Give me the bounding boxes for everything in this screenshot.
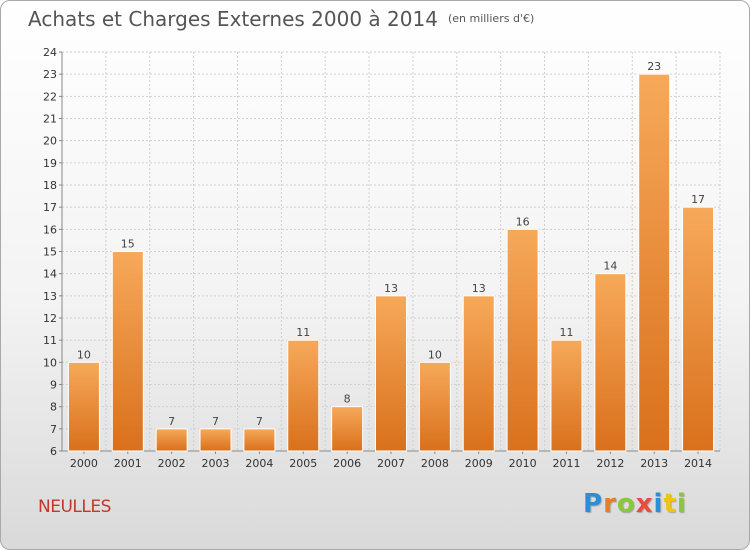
x-tick-label: 2014 <box>684 457 712 470</box>
bar <box>287 339 320 452</box>
bars <box>67 73 715 452</box>
y-tick-label: 8 <box>50 401 57 414</box>
data-label: 10 <box>77 348 91 361</box>
x-tick-label: 2000 <box>70 457 98 470</box>
y-tick-label: 9 <box>50 379 57 392</box>
x-tick-label: 2002 <box>158 457 186 470</box>
logo-letter: r <box>603 489 617 519</box>
y-tick-label: 16 <box>43 223 57 236</box>
y-tick-label: 23 <box>43 68 57 81</box>
x-tick-label: 2006 <box>333 457 361 470</box>
bar <box>418 361 451 452</box>
data-label: 23 <box>647 60 661 73</box>
proxiti-logo: Proxiti <box>583 489 687 519</box>
x-axis: 2000 2001 2002 2003 2004 2005 2006 2007 2008 2009… <box>62 450 720 470</box>
data-label: 7 <box>168 415 175 428</box>
commune-name: NEULLES <box>38 497 111 517</box>
data-label: 8 <box>344 393 351 406</box>
bar <box>550 339 583 452</box>
y-tick-label: 14 <box>43 268 57 281</box>
y-tick-label: 10 <box>43 356 57 369</box>
bar <box>111 251 144 452</box>
y-tick-label: 17 <box>43 201 57 214</box>
data-label: 7 <box>212 415 219 428</box>
x-tick-label: 2001 <box>114 457 142 470</box>
x-tick-label: 2013 <box>640 457 668 470</box>
logo-letter: t <box>663 489 677 519</box>
x-tick-label: 2007 <box>377 457 405 470</box>
y-tick-label: 11 <box>43 334 57 347</box>
data-label: 7 <box>256 415 263 428</box>
bar <box>682 206 715 452</box>
logo-letter: i <box>653 489 664 519</box>
bar <box>199 428 232 452</box>
bar <box>331 406 364 452</box>
data-label: 13 <box>384 282 398 295</box>
y-tick-label: 6 <box>50 445 57 458</box>
x-tick-label: 2009 <box>465 457 493 470</box>
y-tick-label: 21 <box>43 113 57 126</box>
logo-letter: o <box>616 489 636 519</box>
x-tick-label: 2004 <box>245 457 273 470</box>
y-tick-label: 20 <box>43 135 57 148</box>
y-tick-label: 22 <box>43 90 57 103</box>
bar <box>67 361 100 452</box>
data-label: 17 <box>691 193 705 206</box>
bar <box>155 428 188 452</box>
chart-subtitle: (en milliers d'€) <box>447 12 535 25</box>
data-label: 14 <box>603 260 617 273</box>
x-tick-label: 2011 <box>552 457 580 470</box>
bar <box>462 295 495 452</box>
bar <box>638 73 671 452</box>
data-label: 13 <box>472 282 486 295</box>
bar <box>243 428 276 452</box>
y-tick-label: 13 <box>43 290 57 303</box>
y-tick-label: 12 <box>43 312 57 325</box>
data-label: 11 <box>296 326 310 339</box>
y-tick-label: 7 <box>50 423 57 436</box>
y-tick-label: 19 <box>43 157 57 170</box>
data-label: 16 <box>516 215 530 228</box>
data-labels: 10 15 7 7 7 11 8 13 10 13 16 11 14 23 17 <box>77 60 705 428</box>
y-axis: 6 7 8 9 10 11 12 13 14 15 16 17 18 19 20 21 22 23 24 <box>43 46 63 458</box>
data-label: 10 <box>428 348 442 361</box>
chart-title: Achats et Charges Externes 2000 à 2014 (e… <box>28 7 534 31</box>
bar <box>506 228 539 452</box>
x-tick-label: 2003 <box>202 457 230 470</box>
x-tick-label: 2005 <box>289 457 317 470</box>
data-label: 15 <box>121 238 135 251</box>
logo-letter: P <box>583 489 604 519</box>
logo-letter: i <box>676 489 687 519</box>
chart-title-text: Achats et Charges Externes 2000 à 2014 <box>28 7 438 31</box>
data-label: 11 <box>559 326 573 339</box>
y-tick-label: 15 <box>43 246 57 259</box>
y-tick-label: 18 <box>43 179 57 192</box>
bar <box>594 273 627 452</box>
x-tick-label: 2010 <box>509 457 537 470</box>
x-tick-label: 2012 <box>596 457 624 470</box>
bar <box>375 295 407 452</box>
x-tick-label: 2008 <box>421 457 449 470</box>
logo-letter: x <box>635 489 654 519</box>
y-tick-label: 24 <box>43 46 57 59</box>
